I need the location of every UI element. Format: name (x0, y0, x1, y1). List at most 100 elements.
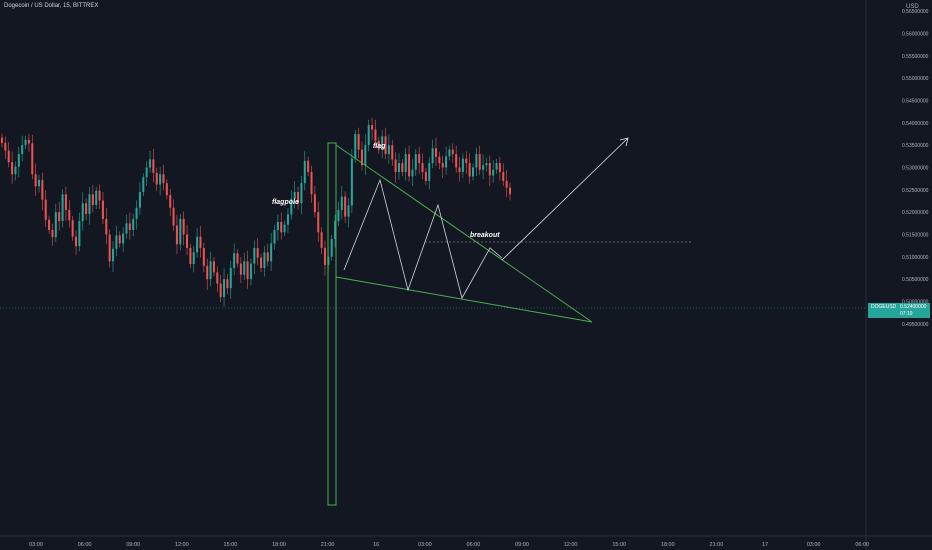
candle (142, 177, 145, 193)
current-price-label[interactable]: DOGEUSD 0.52400000 07:19 (868, 303, 930, 318)
y-tick-label: 0.56500000 (902, 9, 929, 15)
candle (226, 279, 229, 289)
candle (159, 174, 162, 185)
candle (122, 233, 125, 244)
y-tick-label: 0.51000000 (902, 255, 929, 261)
candle (401, 163, 404, 172)
candle (377, 140, 380, 150)
candle (202, 247, 205, 266)
candle (233, 253, 236, 268)
candle (478, 154, 481, 170)
candle (451, 149, 454, 155)
candles (0, 117, 512, 307)
x-tick-label: 03:00 (29, 542, 43, 548)
candle (135, 207, 138, 219)
candle (125, 223, 128, 234)
candle (85, 203, 88, 214)
x-tick-label: 21:00 (321, 542, 335, 548)
price-label-countdown: 07:19 (900, 311, 913, 317)
flag-lower-trendline[interactable] (335, 276, 593, 323)
candle (31, 143, 34, 175)
candle (172, 207, 175, 226)
annotation-flagpole[interactable]: flagpole (272, 199, 299, 206)
candle (256, 247, 259, 258)
candle (323, 247, 326, 265)
candle (310, 171, 313, 195)
candle (421, 163, 424, 172)
candle (91, 194, 94, 206)
candle (7, 150, 10, 163)
candle (115, 235, 118, 249)
candle (17, 154, 20, 167)
x-tick-label: 15:00 (224, 542, 238, 548)
candle (24, 139, 27, 146)
candle (192, 252, 195, 264)
y-tick-label: 0.52000000 (902, 210, 929, 216)
candle (424, 171, 427, 181)
candle (169, 195, 172, 208)
x-tick-label: 09:00 (126, 542, 140, 548)
y-tick-label: 0.55500000 (902, 54, 929, 60)
candle (418, 154, 421, 164)
x-tick-label: 06:00 (855, 542, 869, 548)
candle (465, 158, 468, 164)
y-tick-label: 0.53500000 (902, 143, 929, 149)
x-tick-label: 15:00 (612, 542, 626, 548)
candle (68, 209, 71, 221)
candle (475, 154, 478, 168)
target-arrow[interactable] (501, 137, 629, 261)
candle (394, 159, 397, 172)
annotation-breakout[interactable]: breakout (470, 232, 500, 239)
annotation-flag[interactable]: flag (373, 143, 386, 150)
candle (175, 225, 178, 245)
candle (498, 163, 501, 172)
candle (186, 234, 189, 248)
candle (374, 129, 377, 141)
x-tick-label: 09:00 (515, 542, 529, 548)
candle (387, 145, 390, 155)
candle (152, 159, 155, 173)
candle (27, 139, 30, 144)
candle (14, 166, 17, 175)
candle (492, 169, 495, 176)
candle (132, 218, 135, 231)
candle (384, 136, 387, 155)
candle (313, 194, 316, 213)
candle (239, 263, 242, 275)
candle (88, 194, 91, 214)
candle (280, 221, 283, 233)
candle (505, 180, 508, 188)
x-tick-label: 06:00 (467, 542, 481, 548)
flagpole-rectangle[interactable] (327, 142, 337, 506)
candle (448, 149, 451, 157)
candle (367, 125, 370, 146)
axis-currency-label[interactable]: USD (906, 4, 919, 10)
candle (179, 218, 182, 245)
candle (458, 167, 461, 172)
candle (468, 163, 471, 177)
candle (364, 145, 367, 166)
candle (260, 257, 263, 268)
candle (354, 134, 357, 159)
candle (71, 220, 74, 237)
x-tick-label: 03:00 (418, 542, 432, 548)
zigzag-pattern[interactable] (343, 178, 503, 300)
candle (249, 263, 252, 280)
candle (347, 205, 350, 217)
chart-title: Dogecoin / US Dollar, 15, BITTREX (4, 3, 99, 9)
candle (303, 160, 306, 184)
y-tick-label: 0.49500000 (902, 322, 929, 328)
candle (461, 158, 464, 172)
candle (408, 154, 411, 177)
candle (95, 190, 98, 206)
flag-upper-trendline[interactable] (335, 144, 593, 323)
candle (350, 158, 353, 206)
x-tick-label: 17 (762, 542, 768, 548)
y-tick-label: 0.55000000 (902, 76, 929, 82)
candle (155, 172, 158, 185)
candle (404, 154, 407, 172)
y-tick-label: 0.53000000 (902, 166, 929, 172)
candle (246, 261, 249, 280)
candle (334, 221, 337, 239)
